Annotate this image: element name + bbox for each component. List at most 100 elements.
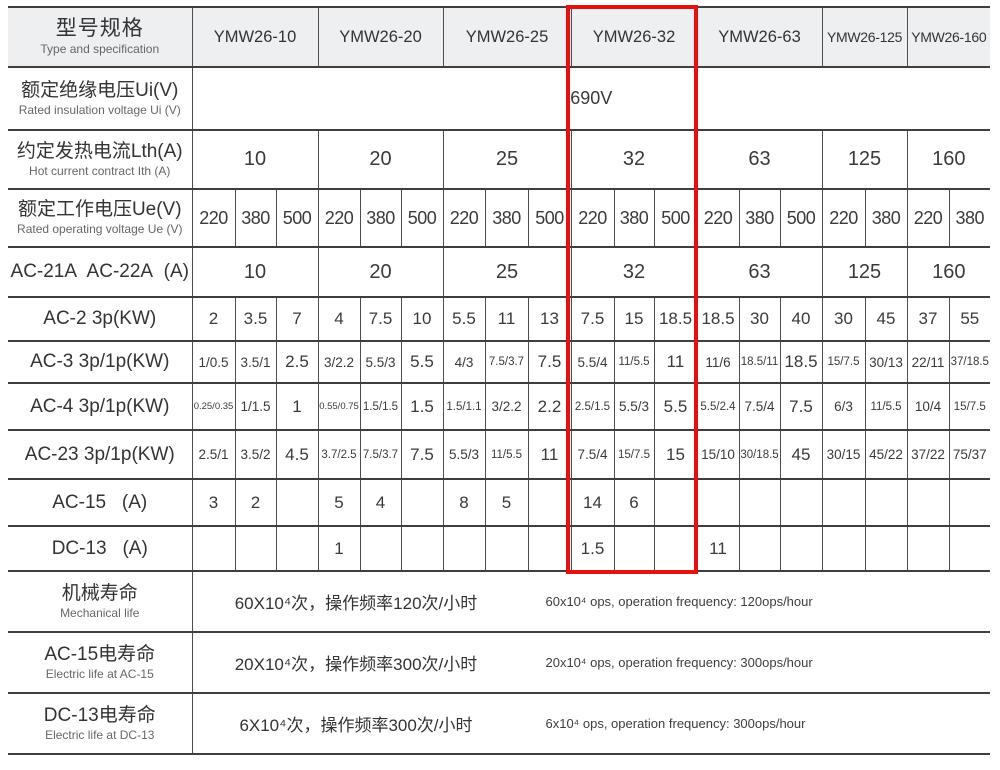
- row-label-en: Rated insulation voltage Ui (V): [18, 102, 181, 117]
- value-cell: 15/7.5: [613, 429, 655, 480]
- value-cell: 3.5/1: [234, 340, 277, 384]
- value-cell: [234, 525, 277, 572]
- value-cell: 5: [317, 478, 361, 527]
- value-cell: 4: [359, 478, 402, 527]
- value-cell: 30/13: [864, 340, 908, 384]
- row-label-en: Mechanical life: [60, 605, 140, 620]
- row-label-en: Hot current contract Ith (A): [29, 163, 171, 178]
- value-cell: 220: [442, 188, 486, 248]
- group-value-cell: 25: [442, 129, 572, 190]
- value-cell: 2.5/1: [191, 429, 236, 480]
- value-cell: 220: [906, 188, 950, 248]
- group-value-cell: 32: [570, 246, 698, 298]
- life-value-cell: 20X10⁴次，操作频率300次/小时 20x10⁴ ops, operatio…: [191, 631, 991, 694]
- row-label-cell: 机械寿命 Mechanical life: [8, 570, 193, 633]
- value-cell: 3/2.2: [484, 382, 529, 431]
- group-value-cell: 160: [906, 246, 991, 298]
- value-cell: 220: [821, 188, 866, 248]
- model-header-ymw26-125: YMW26-125: [821, 6, 908, 68]
- model-header-ymw26-20: YMW26-20: [317, 6, 444, 68]
- row-label-cell: AC-4 3p/1p(KW): [8, 382, 193, 431]
- value-cell: 5: [484, 478, 529, 527]
- value-cell: 5.5/3: [359, 340, 402, 384]
- value-cell: [400, 478, 444, 527]
- value-cell: 380: [864, 188, 908, 248]
- value-cell: 18.5: [779, 340, 823, 384]
- row-label-zh: 额定绝缘电压Ui(V): [21, 79, 179, 101]
- value-cell: 6/3: [821, 382, 866, 431]
- value-cell: 55: [948, 296, 991, 342]
- life-value-zh: 6X10⁴次，操作频率300次/小时: [239, 716, 473, 735]
- value-cell: 30/18.5: [738, 429, 781, 480]
- row-label-cell: AC-23 3p/1p(KW): [8, 429, 193, 480]
- model-header-ymw26-160: YMW26-160: [906, 6, 991, 68]
- value-cell: 1/0.5: [191, 340, 236, 384]
- value-cell: 7: [275, 296, 319, 342]
- spec-table: 型号规格 Type and specification YMW26-10 YMW…: [8, 6, 991, 755]
- row-label-en: Rated operating voltage Ue (V): [17, 222, 183, 237]
- group-value-cell: 63: [696, 129, 823, 190]
- row-label: DC-13 (A): [51, 537, 148, 559]
- value-cell: 10/4: [906, 382, 950, 431]
- row-label: AC-2 3p(KW): [43, 308, 157, 329]
- value-cell: [527, 525, 572, 572]
- value-cell: 10: [400, 296, 444, 342]
- row-label-zh: 额定工作电压Ue(V): [17, 199, 182, 221]
- value-cell: 37: [906, 296, 950, 342]
- insulation-voltage-value: 690V: [191, 66, 991, 131]
- life-value-cell: 60X10⁴次，操作频率120次/小时 60x10⁴ ops, operatio…: [191, 570, 991, 633]
- value-cell: 2.5: [275, 340, 319, 384]
- group-value-cell: 63: [696, 246, 823, 298]
- life-value-en: 6x10⁴ ops, operation frequency: 300ops/h…: [545, 716, 806, 731]
- value-cell: 1.5: [400, 382, 444, 431]
- value-cell: 30: [738, 296, 781, 342]
- life-value-zh: 20X10⁴次，操作频率300次/小时: [234, 655, 478, 674]
- value-cell: 220: [317, 188, 361, 248]
- row-label-cell: DC-13电寿命 Electric life at DC-13: [8, 692, 193, 755]
- value-cell: 5.5/4: [570, 340, 615, 384]
- value-cell: 11: [653, 340, 698, 384]
- row-label-cell: DC-13 (A): [8, 525, 193, 572]
- value-cell: 1: [317, 525, 361, 572]
- row-dc13: DC-13 (A) 1 1.5 11: [8, 525, 991, 572]
- row-mechanical-life: 机械寿命 Mechanical life 60X10⁴次，操作频率120次/小时…: [8, 570, 991, 633]
- value-cell: [359, 525, 402, 572]
- value-cell: 22/11: [906, 340, 950, 384]
- value-cell: 18.5: [653, 296, 698, 342]
- value-cell: [275, 478, 319, 527]
- value-cell: [484, 525, 529, 572]
- value-cell: 3.5: [234, 296, 277, 342]
- value-cell: 0.25/0.35: [191, 382, 236, 431]
- group-value-cell: 20: [317, 129, 444, 190]
- value-cell: 13: [527, 296, 572, 342]
- value-cell: 220: [570, 188, 615, 248]
- value-cell: 11/5.5: [484, 429, 529, 480]
- value-cell: 7.5: [570, 296, 615, 342]
- group-value-cell: 10: [191, 246, 319, 298]
- value-cell: [738, 525, 781, 572]
- row-ac15-electric-life: AC-15电寿命 Electric life at AC-15 20X10⁴次，…: [8, 631, 991, 694]
- value-cell: [442, 525, 486, 572]
- group-value-cell: 125: [821, 129, 908, 190]
- value-cell: [653, 525, 698, 572]
- value-cell: 45: [864, 296, 908, 342]
- value-cell: [821, 525, 866, 572]
- row-label-en: Electric life at AC-15: [45, 666, 154, 681]
- value-cell: [191, 525, 236, 572]
- value-cell: 18.5/11: [738, 340, 781, 384]
- row-label: AC-21A AC-22A (A): [10, 261, 189, 282]
- row-dc13-electric-life: DC-13电寿命 Electric life at DC-13 6X10⁴次，操…: [8, 692, 991, 755]
- value-cell: 7.5: [359, 296, 402, 342]
- value-cell: 500: [779, 188, 823, 248]
- value-cell: [779, 525, 823, 572]
- row-label-cell: AC-3 3p/1p(KW): [8, 340, 193, 384]
- row-label-zh: DC-13电寿命: [43, 704, 156, 726]
- value-cell: 15/7.5: [948, 382, 991, 431]
- value-cell: 45/22: [864, 429, 908, 480]
- row-label-cell: AC-15 (A): [8, 478, 193, 527]
- value-cell: 30/15: [821, 429, 866, 480]
- row-thermal-current: 约定发热电流Lth(A) Hot current contract Ith (A…: [8, 129, 991, 190]
- value-cell: 380: [359, 188, 402, 248]
